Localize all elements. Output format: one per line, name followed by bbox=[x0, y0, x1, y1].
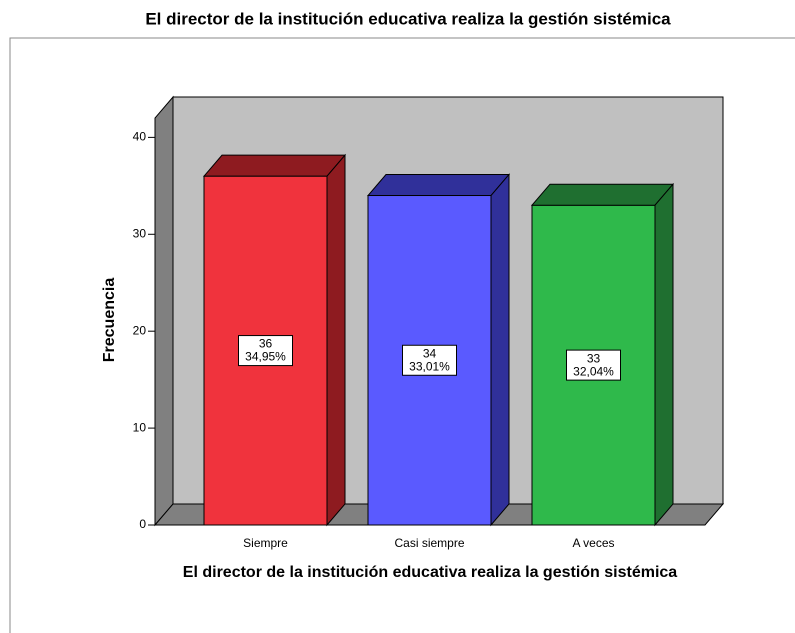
label-box bbox=[402, 344, 457, 376]
y-tick-label: 20 bbox=[133, 323, 147, 337]
label-box bbox=[566, 349, 621, 381]
bar-side bbox=[654, 182, 674, 527]
left-wall bbox=[154, 95, 174, 527]
y-tick-label: 30 bbox=[133, 226, 147, 240]
value-label: 33 bbox=[587, 351, 601, 365]
bar-side bbox=[490, 173, 510, 527]
frame bbox=[9, 37, 795, 633]
y-tick-label: 40 bbox=[133, 130, 147, 144]
bar-side bbox=[326, 153, 346, 527]
y-tick-label: 10 bbox=[133, 420, 147, 434]
percent-label: 32,04% bbox=[573, 364, 614, 378]
x-tick-label: Siempre bbox=[243, 536, 288, 550]
value-label: 34 bbox=[423, 346, 437, 360]
x-tick-label: Casi siempre bbox=[394, 536, 464, 550]
label-box bbox=[238, 335, 293, 367]
value-label: 36 bbox=[259, 337, 273, 351]
percent-label: 33,01% bbox=[409, 359, 450, 373]
chart-title: El director de la institución educativa … bbox=[145, 9, 671, 28]
y-axis-label: Frecuencia bbox=[101, 278, 118, 363]
percent-label: 34,95% bbox=[245, 350, 286, 364]
bar-top bbox=[530, 183, 675, 206]
y-tick-label: 0 bbox=[139, 517, 146, 531]
x-axis-label: El director de la institución educativa … bbox=[182, 564, 678, 581]
bar-top bbox=[202, 154, 347, 177]
bar-top bbox=[366, 174, 511, 197]
x-tick-label: A veces bbox=[572, 536, 614, 550]
